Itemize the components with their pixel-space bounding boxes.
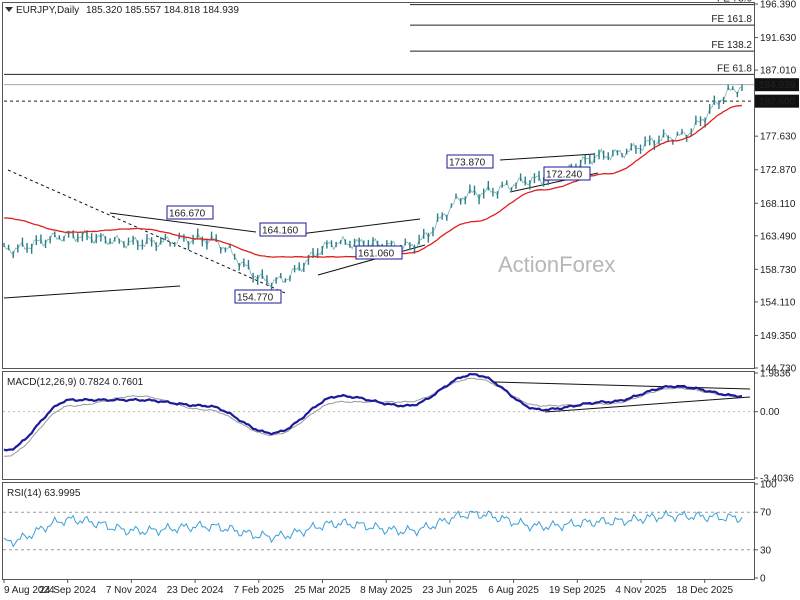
- trend-line: [7, 169, 286, 294]
- price-annotation-box: [543, 166, 591, 181]
- price-panel: [2, 2, 755, 369]
- price-annotation: 173.870: [449, 158, 486, 169]
- x-tick-label: 18 Dec 2025: [676, 585, 733, 596]
- fib-level-label: FE 161.8: [711, 14, 752, 25]
- x-tick-label: 7 Nov 2024: [106, 585, 158, 596]
- price-annotation: 166.670: [169, 209, 206, 220]
- trend-line: [317, 244, 426, 276]
- y-tick-label: 177.630: [760, 132, 797, 143]
- y-tick-label: 172.870: [760, 165, 797, 176]
- price-annotation-box: [355, 245, 403, 260]
- rsi-panel: [2, 482, 755, 580]
- rsi-line: [3, 509, 743, 548]
- price-annotation: 164.160: [262, 226, 299, 237]
- trend-line: [299, 218, 421, 235]
- price-series-line: [3, 86, 743, 288]
- chart-ohlc: 185.320 185.557 184.818 184.939: [86, 5, 239, 16]
- fib-level-label: FE 138.2: [711, 40, 752, 51]
- x-tick-label: 4 Nov 2025: [615, 585, 667, 596]
- price-annotation: 172.240: [546, 170, 583, 181]
- y-tick-label: 168.110: [760, 199, 796, 210]
- price-marker-box: [755, 94, 799, 108]
- rsi-title: RSI(14) 63.9995: [7, 488, 81, 499]
- price-annotation-box: [446, 154, 494, 169]
- y-tick-label: 196.390: [760, 0, 797, 11]
- y-tick-label: 1.9836: [760, 369, 791, 380]
- y-tick-label: 158.730: [760, 265, 797, 276]
- y-tick-label: 154.110: [760, 297, 796, 308]
- trend-line: [499, 153, 596, 161]
- macd-panel: [2, 371, 755, 480]
- fib-level-label: FE 78.6: [717, 0, 752, 5]
- trend-line: [109, 212, 257, 233]
- watermark: ActionForex: [498, 252, 615, 277]
- price-annotation-box: [166, 205, 214, 220]
- y-tick-label: 70: [760, 508, 772, 519]
- y-tick-label: 30: [760, 545, 772, 556]
- y-tick-label: 149.350: [760, 331, 797, 342]
- price-annotation-box: [259, 222, 307, 237]
- collapse-triangle-icon[interactable]: [5, 7, 13, 12]
- x-tick-label: 19 Sep 2025: [549, 585, 606, 596]
- price-annotation-box: [234, 289, 282, 304]
- x-tick-label: 9 Aug 2024: [4, 585, 55, 596]
- macd-trend-line: [544, 396, 751, 413]
- x-tick-label: 7 Feb 2025: [233, 585, 284, 596]
- x-tick-label: 25 Mar 2025: [294, 585, 351, 596]
- y-tick-label: -3.4036: [760, 474, 794, 485]
- x-tick-label: 23 Jun 2025: [422, 585, 477, 596]
- price-marker-label: 182.600: [759, 97, 796, 108]
- macd-line: [3, 372, 743, 452]
- trend-lines: [3, 153, 751, 413]
- y-tick-label: 100: [760, 480, 777, 491]
- price-annotation: 161.060: [358, 249, 395, 260]
- x-tick-label: 6 Aug 2025: [488, 585, 539, 596]
- y-tick-label: 187.010: [760, 66, 797, 77]
- macd-trend-line: [494, 381, 751, 390]
- y-tick-label: 163.490: [760, 231, 797, 242]
- y-tick-label: 0: [760, 574, 766, 585]
- macd-title: MACD(12,26,9) 0.7824 0.7601: [7, 377, 144, 388]
- chart-symbol: EURJPY,Daily: [16, 5, 79, 16]
- y-tick-label: 191.630: [760, 33, 797, 44]
- x-tick-label: 8 May 2025: [360, 585, 413, 596]
- y-tick-label: 0.00: [760, 407, 780, 418]
- price-marker-label: 184.939: [759, 80, 796, 91]
- x-tick-label: 24 Sep 2024: [39, 585, 96, 596]
- fib-level-label: FE 61.8: [717, 63, 752, 74]
- price-marker-box: [755, 78, 799, 92]
- y-tick-label: 144.730: [760, 364, 797, 375]
- price-annotation: 154.770: [237, 293, 274, 304]
- x-tick-label: 23 Dec 2024: [167, 585, 224, 596]
- trend-line: [3, 285, 181, 299]
